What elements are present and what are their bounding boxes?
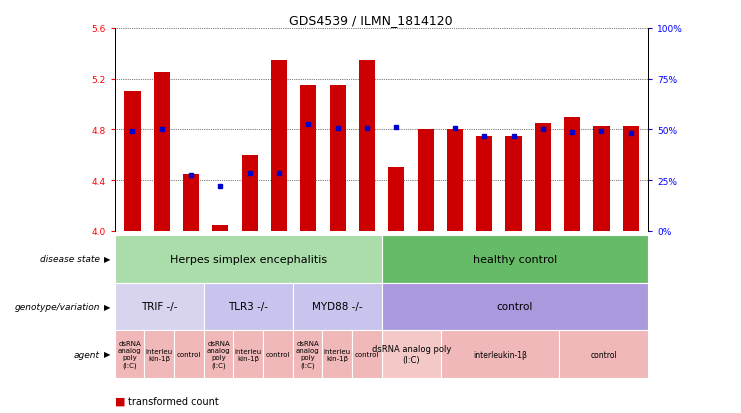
Text: TRIF -/-: TRIF -/- — [141, 301, 178, 312]
Bar — [505, 136, 522, 231]
Bar — [535, 124, 551, 231]
Bar — [417, 130, 433, 231]
Bar — [300, 86, 316, 231]
Text: dsRNA
analog
poly
(I:C): dsRNA analog poly (I:C) — [296, 340, 319, 368]
Text: MYD88 -/-: MYD88 -/- — [312, 301, 362, 312]
Text: dsRNA
analog
poly
(I:C): dsRNA analog poly (I:C) — [207, 340, 230, 368]
Bar — [330, 86, 346, 231]
Text: ▶: ▶ — [104, 255, 110, 263]
Text: ■: ■ — [115, 396, 125, 406]
Bar — [124, 92, 141, 231]
Text: interleu
kin-1β: interleu kin-1β — [324, 348, 350, 361]
Bar — [388, 168, 405, 231]
Text: ■: ■ — [115, 412, 125, 413]
Bar — [153, 73, 170, 231]
Text: interleu
kin-1β: interleu kin-1β — [146, 348, 173, 361]
Text: control: control — [355, 351, 379, 357]
Text: transformed count: transformed count — [128, 396, 219, 406]
Text: dsRNA analog poly
(I:C): dsRNA analog poly (I:C) — [371, 344, 451, 364]
Bar — [183, 174, 199, 231]
Text: healthy control: healthy control — [473, 254, 557, 264]
Bar — [271, 61, 287, 231]
Text: GDS4539 / ILMN_1814120: GDS4539 / ILMN_1814120 — [289, 14, 452, 27]
Text: TLR3 -/-: TLR3 -/- — [228, 301, 268, 312]
Text: control: control — [266, 351, 290, 357]
Text: control: control — [591, 350, 617, 358]
Text: agent: agent — [74, 350, 100, 358]
Text: percentile rank within the sample: percentile rank within the sample — [128, 412, 293, 413]
Text: genotype/variation: genotype/variation — [15, 302, 100, 311]
Text: control: control — [177, 351, 201, 357]
Bar — [213, 225, 228, 231]
Bar — [447, 130, 463, 231]
Text: Herpes simplex encephalitis: Herpes simplex encephalitis — [170, 254, 327, 264]
Text: control: control — [496, 301, 534, 312]
Text: dsRNA
analog
poly
(I:C): dsRNA analog poly (I:C) — [118, 340, 142, 368]
Text: interleukin-1β: interleukin-1β — [473, 350, 527, 358]
Bar — [242, 155, 258, 231]
Bar — [359, 61, 375, 231]
Bar — [564, 117, 580, 231]
Bar — [622, 126, 639, 231]
Text: ▶: ▶ — [104, 302, 110, 311]
Bar — [476, 136, 492, 231]
Text: ▶: ▶ — [104, 350, 110, 358]
Text: interleu
kin-1β: interleu kin-1β — [235, 348, 262, 361]
Text: disease state: disease state — [40, 255, 100, 263]
Bar — [594, 126, 610, 231]
